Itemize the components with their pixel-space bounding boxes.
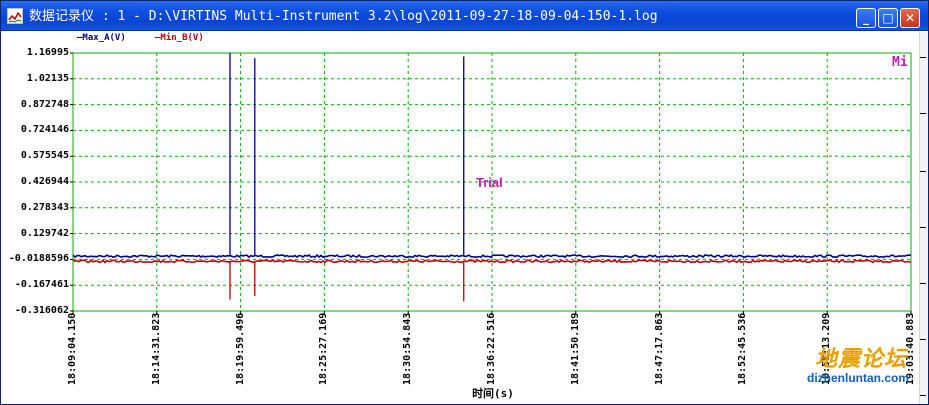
edge-tick	[920, 171, 926, 172]
x-axis-title: 时间(s)	[472, 387, 514, 400]
edge-tick	[920, 395, 926, 396]
chart-icon	[7, 8, 23, 24]
y-tick-label: -0.167461	[14, 279, 69, 291]
right-scroll-strip[interactable]	[919, 32, 928, 404]
corner-mark: Mi	[892, 55, 908, 70]
legend-min-b: —Min_B(V)	[155, 33, 204, 43]
series-line-min-b	[72, 259, 912, 264]
edge-tick	[920, 113, 926, 114]
watermark-cn: 地震论坛	[815, 346, 908, 372]
edge-tick	[920, 57, 926, 58]
window-title: 数据记录仪 : 1 - D:\VIRTINS Multi-Instrument …	[29, 9, 658, 24]
edge-tick	[920, 339, 926, 340]
y-tick-label: 0.724146	[20, 124, 69, 136]
minimize-button[interactable]: _	[856, 8, 876, 28]
edge-tick	[920, 227, 926, 228]
y-tick-label: 0.278343	[20, 201, 69, 213]
site-watermark: 地震论坛 dizhenluntan.com	[807, 341, 927, 389]
title-bar[interactable]: 数据记录仪 : 1 - D:\VIRTINS Multi-Instrument …	[1, 1, 928, 31]
y-tick-label: 0.426944	[20, 176, 69, 187]
y-tick-label: -0.0188596	[8, 253, 69, 265]
edge-tick	[920, 283, 926, 284]
legend-max-a: —Max_A(V)	[77, 33, 126, 43]
trial-watermark: Trial	[476, 175, 503, 190]
y-tick-label: 1.02135	[26, 72, 69, 84]
y-tick-label: 1.16995	[26, 47, 69, 58]
watermark-en: dizhenluntan.com	[807, 371, 909, 385]
series-line-max-a	[72, 253, 912, 259]
close-button[interactable]: ✕	[900, 8, 920, 28]
y-tick-label: -0.316062	[14, 305, 69, 316]
y-tick-label: 0.872748	[20, 98, 69, 110]
maximize-button[interactable]: □	[878, 8, 898, 28]
y-tick-label: 0.129742	[20, 227, 69, 239]
y-tick-label: 0.575545	[20, 150, 69, 162]
